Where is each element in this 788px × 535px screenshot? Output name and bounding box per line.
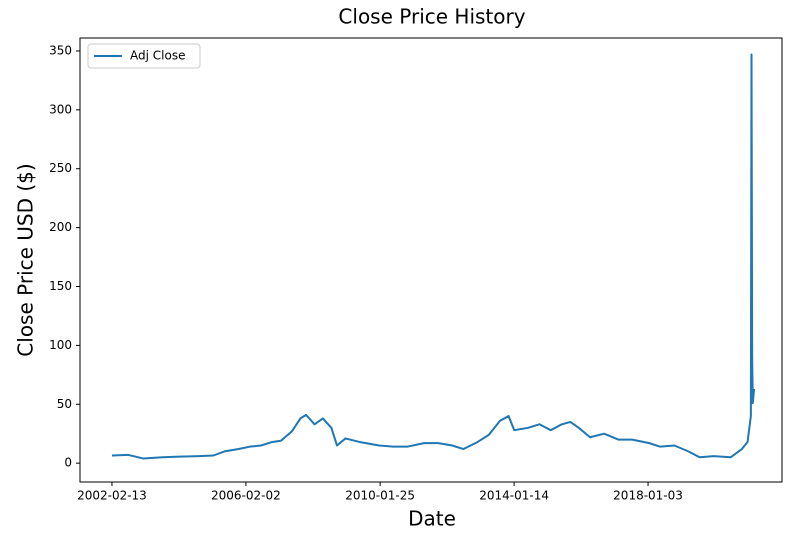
x-tick-label: 2002-02-13 (77, 489, 147, 503)
x-axis-label: Date (408, 507, 456, 531)
line (111, 53, 756, 460)
y-tick-label: 350 (49, 43, 72, 57)
x-tick-label: 2018-01-03 (613, 489, 683, 503)
y-axis-label: Close Price USD ($) (14, 163, 38, 356)
y-tick-label: 100 (49, 338, 72, 352)
y-tick-label: 250 (49, 161, 72, 175)
y-tick-label: 300 (49, 102, 72, 116)
x-tick-label: 2014-01-14 (479, 489, 549, 503)
y-tick-label: 50 (57, 397, 72, 411)
y-tick-label: 200 (49, 220, 72, 234)
chart-title: Close Price History (338, 5, 525, 29)
y-tick-label: 150 (49, 279, 72, 293)
legend-label: Adj Close (130, 49, 185, 63)
x-tick-label: 2006-02-02 (211, 489, 281, 503)
x-tick-label: 2010-01-25 (345, 489, 415, 503)
y-tick-label: 0 (64, 456, 72, 470)
legend-box (87, 43, 201, 69)
plot-frame (79, 37, 783, 483)
